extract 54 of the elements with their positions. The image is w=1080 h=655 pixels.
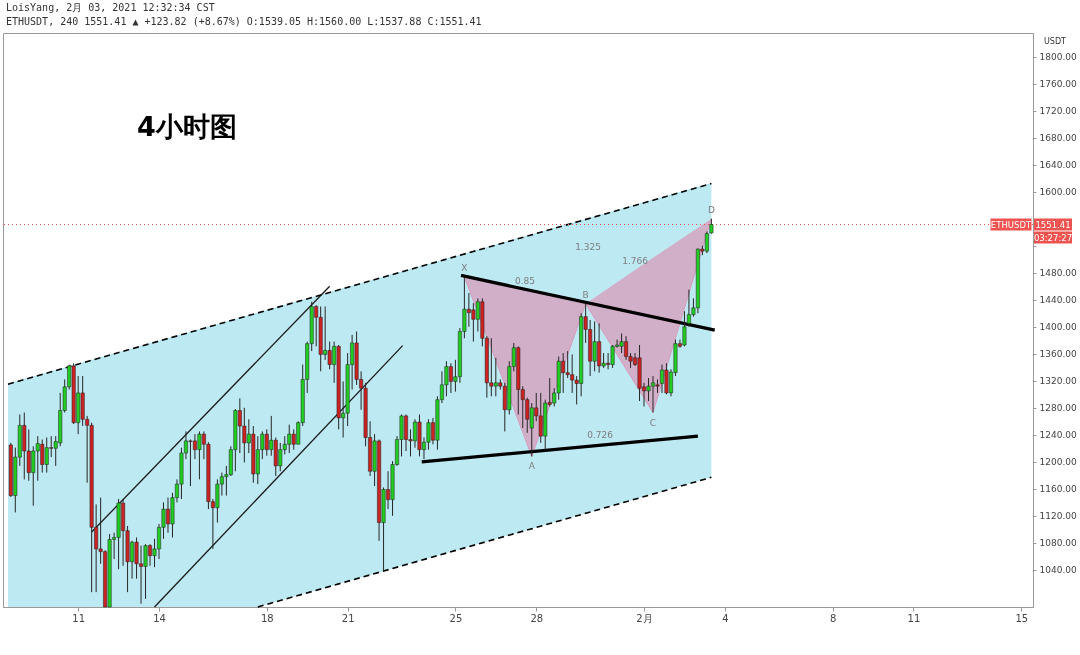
y-tick-label: 1320.00 xyxy=(1039,376,1077,387)
y-tick-label: 1120.00 xyxy=(1039,511,1077,522)
annotation: A xyxy=(528,461,536,472)
annotation: D xyxy=(707,204,715,215)
x-tick-label: 11 xyxy=(907,612,921,624)
y-tick-label: 1080.00 xyxy=(1039,538,1077,549)
x-tick-label: 8 xyxy=(829,612,837,624)
annotation: 1.766 xyxy=(622,256,649,267)
y-tick-label: 1600.00 xyxy=(1039,187,1077,198)
candlestick xyxy=(143,543,148,600)
y-tick-label: 1240.00 xyxy=(1039,430,1077,441)
annotation: 0.726 xyxy=(587,430,614,440)
candlestick xyxy=(610,344,615,369)
y-tick-label: 1760.00 xyxy=(1039,79,1077,90)
candlestick xyxy=(264,428,269,457)
annotation: C xyxy=(649,417,657,428)
x-tick-label: 4 xyxy=(722,612,729,624)
x-tick-label: 18 xyxy=(260,612,274,624)
text: 03:27:27 xyxy=(1033,232,1073,243)
y-tick-label: 1400.00 xyxy=(1039,322,1077,333)
y-tick-label: 1040.00 xyxy=(1039,565,1077,576)
x-tick-label: 15 xyxy=(1015,612,1029,624)
y-tick-label: 1680.00 xyxy=(1039,133,1077,144)
ref-line-label: 1551.41 xyxy=(1035,219,1071,230)
y-tick-label: 1480.00 xyxy=(1039,268,1077,279)
x-tick-label: 28 xyxy=(530,612,544,624)
x-tick-label: 25 xyxy=(449,612,463,624)
candlestick xyxy=(188,439,193,487)
candlestick xyxy=(197,430,202,480)
chart-subtitle: ETHUSDT, 240 1551.41 ▲ +123.82 (+8.67%) O:1539.05 H:1560.00 L:1537.88 C:1551.41 xyxy=(6,16,482,27)
x-tick-label: 21 xyxy=(341,612,355,624)
annotation: B xyxy=(582,289,589,300)
annotation: 0.85 xyxy=(514,276,536,287)
candlestick xyxy=(664,362,669,395)
y-tick-label: 1640.00 xyxy=(1039,160,1077,171)
y-tick-label: 1800.00 xyxy=(1039,52,1077,63)
y-tick-label: 1360.00 xyxy=(1039,349,1077,360)
y-axis-title: USDT xyxy=(1044,37,1067,46)
y-tick-label: 1720.00 xyxy=(1039,106,1077,117)
x-tick-label: 2月 xyxy=(636,612,653,624)
y-tick-label: 1200.00 xyxy=(1039,457,1077,468)
x-tick-label: 14 xyxy=(153,612,166,624)
x-tick-label: 11 xyxy=(72,612,86,624)
annotation: X xyxy=(461,262,468,273)
candlestick xyxy=(592,320,597,372)
y-tick-label: 1280.00 xyxy=(1039,403,1077,414)
text: 4小时图 xyxy=(137,111,237,142)
text: LoisYang, 2月 03, 2021 12:32:34 CST xyxy=(6,2,215,13)
candlestick xyxy=(44,437,49,474)
annotation: 1.325 xyxy=(575,242,601,252)
annotation: ETHUSDT xyxy=(990,219,1032,230)
candlestick xyxy=(619,333,624,354)
y-tick-label: 1160.00 xyxy=(1039,484,1077,495)
y-tick-label: 1440.00 xyxy=(1039,295,1077,306)
